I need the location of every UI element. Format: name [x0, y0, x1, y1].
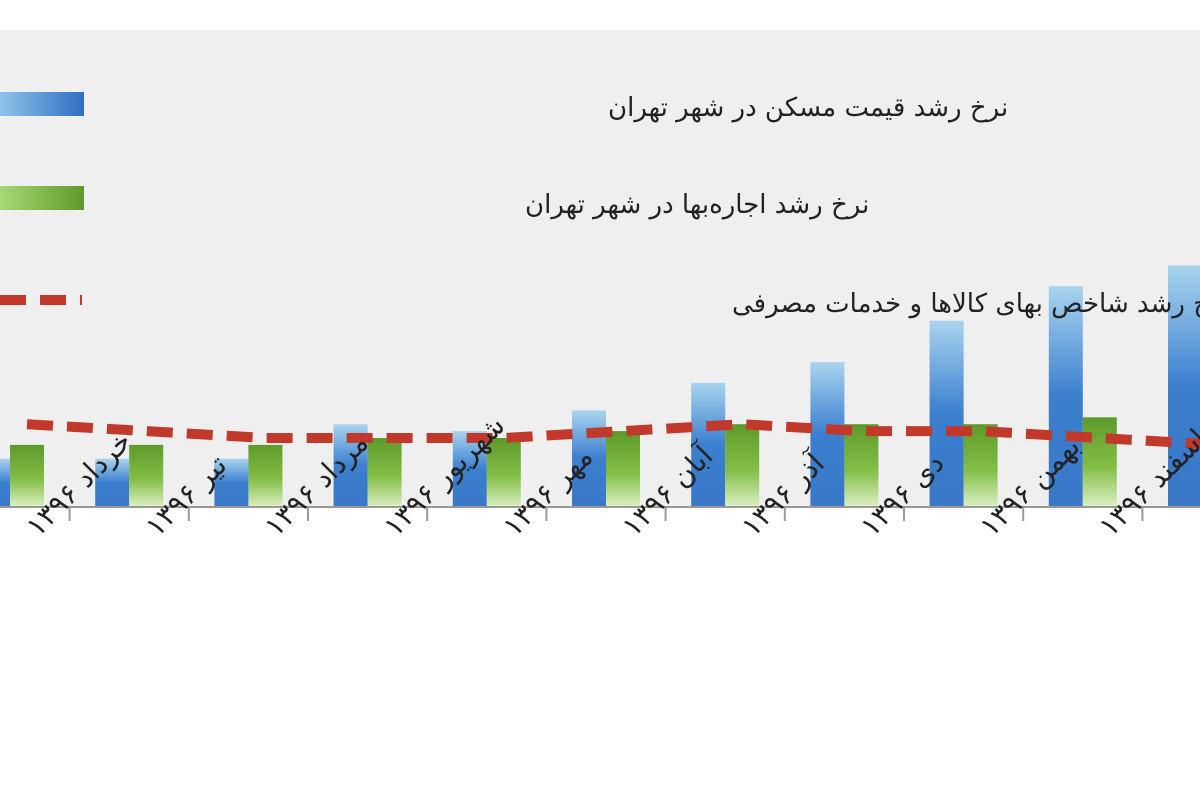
- legend-label-cpi: نرخ رشد شاخص بهای کالاها و خدمات مصرفی: [732, 289, 1200, 319]
- bar-housing-price: [214, 458, 249, 507]
- bar-rent: [1082, 417, 1117, 507]
- bar-housing-price: [691, 382, 726, 507]
- legend-label-housing-price: نرخ رشد قیمت مسکن در شهر تهران: [608, 93, 1008, 123]
- bar-rent: [725, 424, 760, 507]
- bar-housing-price: [452, 431, 487, 507]
- x-ticks-layer: [68, 507, 1144, 521]
- bar-rent: [10, 444, 44, 507]
- bar-housing-price: [0, 458, 10, 507]
- legend-swatch-housing-price: [0, 92, 84, 116]
- bar-rent: [367, 438, 402, 507]
- bar-housing-price: [95, 458, 130, 507]
- bar-housing-price: [1168, 265, 1200, 507]
- bar-housing-price: [929, 320, 964, 507]
- legend-swatch-rent: [0, 186, 84, 210]
- bar-rent: [606, 431, 640, 507]
- bar-rent: [963, 424, 998, 507]
- bar-rent: [844, 424, 879, 507]
- bar-housing-price: [1048, 286, 1083, 507]
- bar-rent: [486, 438, 521, 507]
- bar-housing-price: [572, 410, 606, 507]
- bar-rent: [248, 444, 283, 507]
- bar-rent: [129, 444, 164, 507]
- legend-label-rent: نرخ رشد اجاره‌بها در شهر تهران: [525, 190, 869, 220]
- legend: نرخ رشد قیمت مسکن در شهر تهران نرخ رشد ا…: [0, 92, 1200, 319]
